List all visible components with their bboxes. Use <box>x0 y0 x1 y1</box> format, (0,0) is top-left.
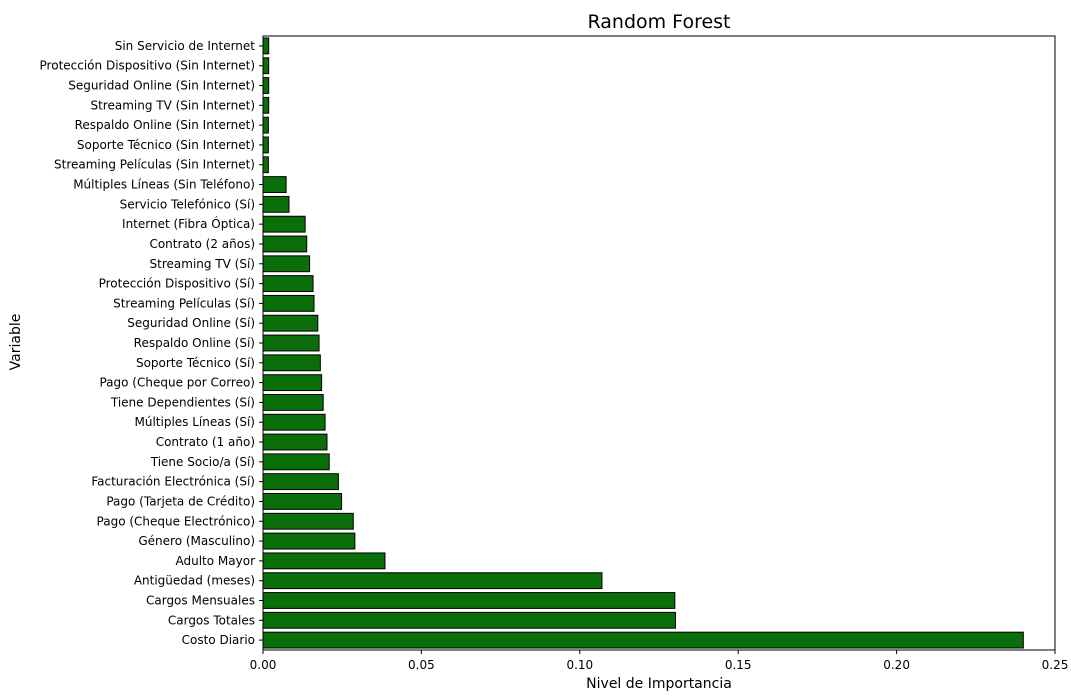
y-tick-label: Seguridad Online (Sin Internet) <box>68 79 255 93</box>
bar <box>262 96 270 114</box>
y-tick-label: Internet (Fibra Óptica) <box>122 216 255 231</box>
bar <box>262 433 328 451</box>
y-tick-label: Antigüedad (meses) <box>134 574 255 588</box>
bar <box>262 334 320 352</box>
plot-frame <box>262 35 1056 651</box>
bar <box>262 592 676 609</box>
x-tick-label: 0.25 <box>1042 658 1069 672</box>
bar <box>262 552 386 570</box>
bar <box>262 57 270 75</box>
y-tick-label: Contrato (1 año) <box>156 435 255 449</box>
y-tick-label: Pago (Cheque por Correo) <box>99 376 255 390</box>
x-axis-title: Nivel de Importancia <box>586 676 732 692</box>
y-tick-label: Protección Dispositivo (Sin Internet) <box>40 59 255 73</box>
y-tick-label: Protección Dispositivo (Sí) <box>99 277 255 291</box>
y-tick-label: Servicio Telefónico (Sí) <box>120 197 255 211</box>
bar <box>262 493 343 510</box>
x-tick-label: 0.15 <box>725 658 752 672</box>
bar <box>262 255 311 273</box>
x-tick-label: 0.20 <box>883 658 910 672</box>
x-tick-label: 0.05 <box>408 658 435 672</box>
y-tick-label: Cargos Mensuales <box>146 593 255 607</box>
bar <box>262 195 290 213</box>
y-axis-ticks: Sin Servicio de Internet Protección Dispo… <box>40 39 263 647</box>
bar <box>262 215 306 233</box>
bar <box>262 136 269 154</box>
x-tick-label: 0.10 <box>566 658 593 672</box>
y-tick-label: Sin Servicio de Internet <box>115 39 256 53</box>
bars-group <box>262 37 1024 649</box>
y-tick-label: Streaming TV (Sí) <box>150 257 255 271</box>
y-tick-label: Respaldo Online (Sin Internet) <box>75 118 255 132</box>
bar <box>262 235 308 253</box>
y-tick-label: Pago (Cheque Electrónico) <box>97 514 255 528</box>
bar <box>262 176 287 193</box>
y-tick-label: Respaldo Online (Sí) <box>134 336 255 350</box>
bar <box>262 512 354 530</box>
bar <box>262 413 326 431</box>
x-tick-label: 0.00 <box>250 658 277 672</box>
bar <box>262 116 269 134</box>
bar <box>262 275 314 293</box>
bar <box>262 473 339 491</box>
bar <box>262 374 323 392</box>
bar <box>262 532 356 550</box>
x-axis-ticks: 0.00 0.05 0.10 0.15 0.20 0.25 <box>250 650 1069 672</box>
bar <box>262 77 270 94</box>
y-tick-label: Streaming Películas (Sin Internet) <box>54 158 255 172</box>
y-tick-label: Cargos Totales <box>168 613 255 627</box>
y-tick-label: Múltiples Líneas (Sí) <box>135 415 255 429</box>
bar <box>262 354 321 372</box>
bar <box>262 453 330 471</box>
y-tick-label: Streaming TV (Sin Internet) <box>90 98 255 112</box>
bar <box>262 37 270 55</box>
y-tick-label: Soporte Técnico (Sí) <box>136 356 255 370</box>
y-tick-label: Tiene Socio/a (Sí) <box>150 455 255 469</box>
bar <box>262 572 603 590</box>
bar <box>262 631 1024 649</box>
y-axis-title: Variable <box>8 314 24 371</box>
y-tick-label: Streaming Películas (Sí) <box>113 296 255 310</box>
y-tick-label: Contrato (2 años) <box>149 237 255 251</box>
bar <box>262 611 676 629</box>
y-tick-label: Adulto Mayor <box>176 554 256 568</box>
chart-title: Random Forest <box>587 11 730 33</box>
y-tick-label: Facturación Electrónica (Sí) <box>91 475 255 489</box>
y-tick-label: Costo Diario <box>182 633 255 647</box>
y-tick-label: Tiene Dependientes (Sí) <box>110 395 255 409</box>
bar <box>262 314 319 332</box>
y-tick-label: Género (Masculino) <box>138 534 255 548</box>
y-tick-label: Múltiples Líneas (Sin Teléfono) <box>73 178 255 192</box>
y-tick-label: Seguridad Online (Sí) <box>127 316 255 330</box>
bar <box>262 294 315 312</box>
bar <box>262 156 269 174</box>
y-tick-label: Soporte Técnico (Sin Internet) <box>77 138 255 152</box>
bar <box>262 393 324 411</box>
y-tick-label: Pago (Tarjeta de Crédito) <box>106 494 255 508</box>
